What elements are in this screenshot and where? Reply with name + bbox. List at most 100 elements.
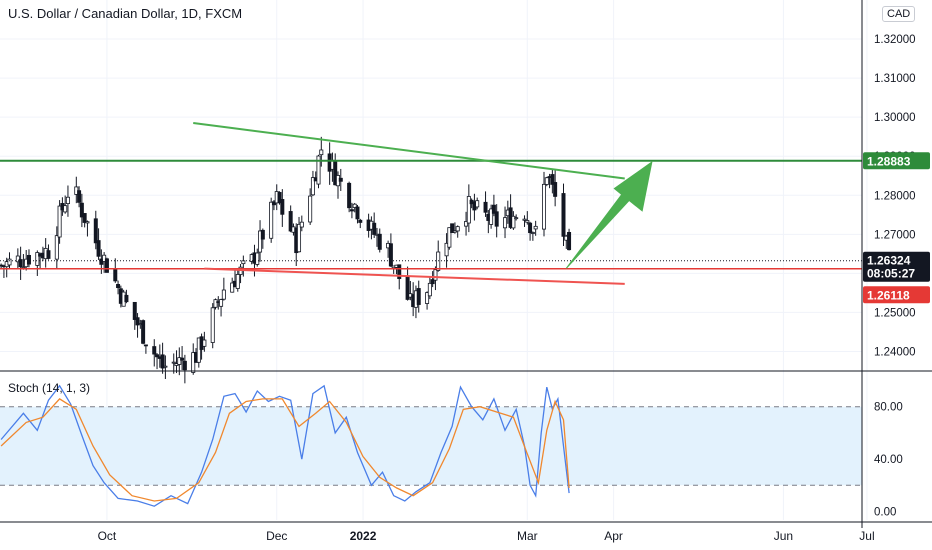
candle-body xyxy=(430,279,435,285)
candle-body xyxy=(436,251,441,271)
candle-body xyxy=(182,360,187,371)
resistance-price-badge-text: 1.28883 xyxy=(867,154,911,168)
candle-body xyxy=(352,203,357,208)
candle-body xyxy=(258,230,263,253)
candle-body xyxy=(7,258,12,266)
candle-body xyxy=(241,260,246,265)
candle-body xyxy=(525,220,530,223)
candle-body xyxy=(464,221,469,227)
candle-body xyxy=(65,196,70,204)
candle-body xyxy=(489,208,494,225)
stoch-tick-label: 80.00 xyxy=(874,402,903,414)
stoch-band xyxy=(0,406,862,486)
time-tick-label: Apr xyxy=(604,529,623,543)
candle-body xyxy=(427,282,432,297)
candle-body xyxy=(260,229,265,240)
candle-body xyxy=(433,269,438,281)
stoch-indicator-label[interactable]: Stoch (14, 1, 3) xyxy=(8,381,91,395)
candle-body xyxy=(308,195,313,223)
price-tick-label: 1.30000 xyxy=(874,112,916,124)
candle-body xyxy=(171,361,176,364)
candle-body xyxy=(355,206,360,220)
candle-body xyxy=(180,357,185,361)
candle-body xyxy=(297,223,302,253)
candle-body xyxy=(235,274,240,289)
candle-body xyxy=(310,177,315,196)
candle-body xyxy=(104,258,109,273)
candle-body xyxy=(135,317,140,326)
candle-body xyxy=(455,226,460,232)
candle-body xyxy=(57,205,62,238)
candle-body xyxy=(347,182,352,209)
candle-body xyxy=(450,223,455,234)
candle-body xyxy=(475,200,480,208)
candle-body xyxy=(514,217,519,220)
candle-body xyxy=(522,218,527,221)
candle-body xyxy=(77,190,82,203)
candle-body xyxy=(358,219,363,223)
candle-body xyxy=(124,294,129,303)
candle-body xyxy=(155,354,160,358)
candle-body xyxy=(221,289,226,300)
candle-body xyxy=(230,282,235,293)
candle-body xyxy=(196,337,201,363)
candle-body xyxy=(116,284,121,289)
stoch-d-line xyxy=(0,398,570,502)
candle-body xyxy=(18,259,23,268)
candle-body xyxy=(255,252,260,265)
lower-trendline[interactable] xyxy=(204,267,625,285)
candle-body xyxy=(416,288,421,305)
candle-body xyxy=(567,231,572,251)
candle-body xyxy=(550,174,555,185)
candle-body xyxy=(388,243,393,267)
resistance-price-badge xyxy=(863,152,930,170)
price-tick-label: 1.28000 xyxy=(874,190,916,202)
candle-body xyxy=(338,177,343,182)
candle-body xyxy=(425,292,430,304)
candle-body xyxy=(494,211,499,227)
support-price-badge xyxy=(863,286,930,304)
candle-body xyxy=(299,221,304,228)
candle-body xyxy=(533,225,538,230)
support-price-badge-text: 1.26118 xyxy=(867,288,910,302)
candle-body xyxy=(102,254,107,262)
candle-body xyxy=(163,365,168,368)
candle-body xyxy=(397,264,402,280)
price-tick-label: 1.32000 xyxy=(874,34,916,46)
candle-body xyxy=(483,201,488,213)
candle-body xyxy=(447,227,452,248)
candle-body xyxy=(202,339,207,347)
candle-body xyxy=(26,254,31,265)
candle-body xyxy=(280,199,285,215)
price-tick-label: 1.27000 xyxy=(874,229,916,241)
candle-body xyxy=(466,196,471,224)
candle-body xyxy=(82,213,87,223)
candle-body xyxy=(491,204,496,214)
candle-body xyxy=(54,235,59,260)
time-tick-label: Oct xyxy=(98,529,117,543)
candle-body xyxy=(530,232,535,234)
time-tick-label: Dec xyxy=(266,529,287,543)
candle-body xyxy=(210,307,215,343)
candle-body xyxy=(452,230,457,233)
time-tick-label: Jun xyxy=(774,529,793,543)
current-price-badge xyxy=(863,251,930,282)
candle-body xyxy=(15,255,20,263)
candle-body xyxy=(503,217,508,229)
candle-body xyxy=(160,354,165,369)
candle-body xyxy=(46,250,51,259)
candle-body xyxy=(349,209,354,212)
projection-arrow[interactable] xyxy=(565,160,653,269)
candle-body xyxy=(444,242,449,257)
candle-body xyxy=(542,183,547,230)
candle-body xyxy=(561,193,566,237)
candle-body xyxy=(21,266,26,269)
candle-body xyxy=(544,177,549,185)
currency-badge[interactable]: CAD xyxy=(882,6,916,22)
price-tick-label: 1.25000 xyxy=(874,307,916,319)
upper-trendline[interactable] xyxy=(193,122,625,180)
candle-body xyxy=(177,357,182,365)
current-price-badge-text: 08:05:27 xyxy=(867,267,915,281)
candle-body xyxy=(143,344,148,347)
